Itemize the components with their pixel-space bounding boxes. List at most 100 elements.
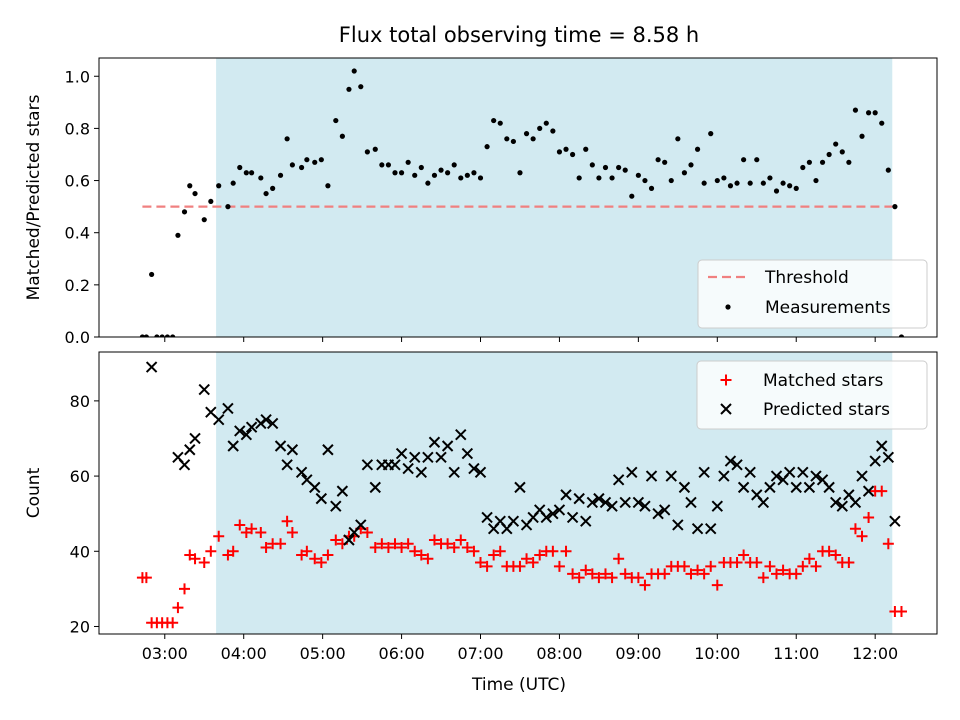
matched-star-point bbox=[790, 568, 802, 580]
matched-star-point bbox=[659, 568, 671, 580]
predicted-star-point bbox=[355, 519, 367, 531]
y-axis-label: Matched/Predicted stars bbox=[24, 94, 44, 300]
measurement-point bbox=[149, 271, 155, 278]
predicted-star-point bbox=[823, 481, 835, 494]
matched-star-point bbox=[315, 557, 327, 569]
predicted-star-point bbox=[632, 496, 645, 509]
measurement-point bbox=[318, 157, 324, 163]
predicted-star-point bbox=[593, 492, 605, 505]
legend-predicted-swatch bbox=[720, 403, 732, 415]
measurement-point bbox=[237, 164, 243, 171]
matched-star-point bbox=[876, 485, 888, 497]
matched-star-point bbox=[461, 542, 473, 554]
measurement-point bbox=[537, 125, 543, 132]
predicted-star-point bbox=[441, 440, 454, 452]
predicted-star-point bbox=[389, 459, 401, 471]
predicted-star-point bbox=[547, 507, 559, 520]
measurement-point bbox=[616, 164, 622, 171]
measurement-point bbox=[839, 149, 845, 155]
matched-star-point bbox=[567, 568, 579, 580]
x-tick-label: 09:00 bbox=[615, 644, 661, 663]
measurement-point bbox=[230, 180, 236, 186]
matched-star-point bbox=[731, 557, 743, 569]
measurement-point bbox=[800, 164, 806, 171]
measurement-point bbox=[885, 167, 891, 173]
predicted-star-point bbox=[573, 492, 585, 505]
measurement-point bbox=[846, 159, 852, 165]
matched-star-point bbox=[777, 564, 789, 576]
matched-star-point bbox=[692, 564, 704, 576]
measurement-point bbox=[563, 146, 569, 152]
measurement-point bbox=[865, 110, 872, 116]
measurement-point bbox=[216, 183, 222, 189]
predicted-star-point bbox=[514, 481, 526, 494]
measurement-point bbox=[270, 185, 276, 191]
matched-star-point bbox=[415, 549, 427, 561]
y-tick-label: 1.0 bbox=[65, 67, 90, 86]
flux-ratio-panel: 0.0 0.2 0.4 0.6 0.8 1.0 Matched/Predicted star… bbox=[24, 57, 938, 347]
measurement-point bbox=[192, 190, 198, 197]
y-tick-label: 0.0 bbox=[65, 328, 90, 347]
y-tick-label: 80 bbox=[70, 392, 90, 411]
measurement-point bbox=[425, 180, 431, 186]
predicted-star-point bbox=[402, 462, 414, 475]
measurement-point bbox=[642, 177, 648, 184]
x-tick-label: 08:00 bbox=[536, 644, 582, 663]
measurement-point bbox=[892, 204, 898, 210]
matched-star-point bbox=[771, 568, 783, 580]
measurement-point bbox=[826, 151, 832, 158]
predicted-star-point bbox=[189, 432, 201, 445]
predicted-star-point bbox=[448, 466, 460, 479]
measurement-point bbox=[225, 204, 231, 210]
measurement-point bbox=[819, 159, 826, 165]
matched-star-point bbox=[361, 526, 373, 538]
x-tick-label: 06:00 bbox=[379, 644, 425, 663]
predicted-star-point bbox=[560, 489, 572, 501]
predicted-star-point bbox=[540, 511, 552, 524]
predicted-star-point bbox=[295, 466, 308, 479]
legend-threshold-label: Threshold bbox=[764, 268, 849, 288]
x-tick-label: 11:00 bbox=[773, 644, 819, 663]
measurement-point bbox=[510, 138, 516, 145]
measurement-point bbox=[662, 159, 668, 165]
predicted-star-point bbox=[790, 481, 802, 494]
measurement-point bbox=[333, 117, 339, 124]
matched-star-point bbox=[639, 579, 651, 591]
predicted-star-point bbox=[724, 455, 737, 467]
predicted-star-point bbox=[698, 466, 710, 479]
matched-star-point bbox=[442, 538, 454, 550]
measurement-point bbox=[351, 68, 357, 74]
predicted-star-point bbox=[553, 504, 566, 516]
predicted-star-point bbox=[481, 511, 493, 524]
predicted-star-point bbox=[474, 466, 487, 479]
predicted-star-point bbox=[330, 500, 342, 512]
predicted-star-point bbox=[222, 402, 234, 415]
star-count-panel: 20 40 60 80 03:00 04:00 05:00 06:00 07:00 08:00 09… bbox=[24, 351, 938, 663]
predicted-star-point bbox=[281, 459, 293, 471]
legend-matched-swatch bbox=[720, 374, 732, 386]
matched-star-point bbox=[281, 515, 293, 527]
measurement-point bbox=[412, 172, 418, 178]
measurement-point bbox=[431, 172, 438, 178]
measurement-point bbox=[727, 183, 734, 189]
measurement-point bbox=[392, 170, 398, 176]
measurement-point bbox=[813, 177, 819, 184]
predicted-star-point bbox=[691, 523, 704, 535]
legend-box bbox=[697, 259, 928, 329]
matched-star-point bbox=[488, 549, 500, 561]
matched-star-point bbox=[803, 553, 815, 565]
measurement-point bbox=[175, 232, 181, 238]
predicted-star-point bbox=[455, 429, 467, 441]
legend-measurement-label: Measurements bbox=[765, 298, 891, 318]
measurement-point bbox=[164, 334, 171, 337]
measurement-point bbox=[589, 162, 595, 168]
predicted-star-point bbox=[652, 507, 664, 520]
measurement-point bbox=[159, 334, 165, 337]
measurement-point bbox=[681, 170, 688, 176]
legend-box bbox=[696, 360, 928, 430]
matched-star-point bbox=[255, 526, 267, 538]
predicted-star-point bbox=[810, 470, 822, 482]
measurement-point bbox=[284, 136, 290, 142]
measurement-point bbox=[701, 180, 707, 186]
